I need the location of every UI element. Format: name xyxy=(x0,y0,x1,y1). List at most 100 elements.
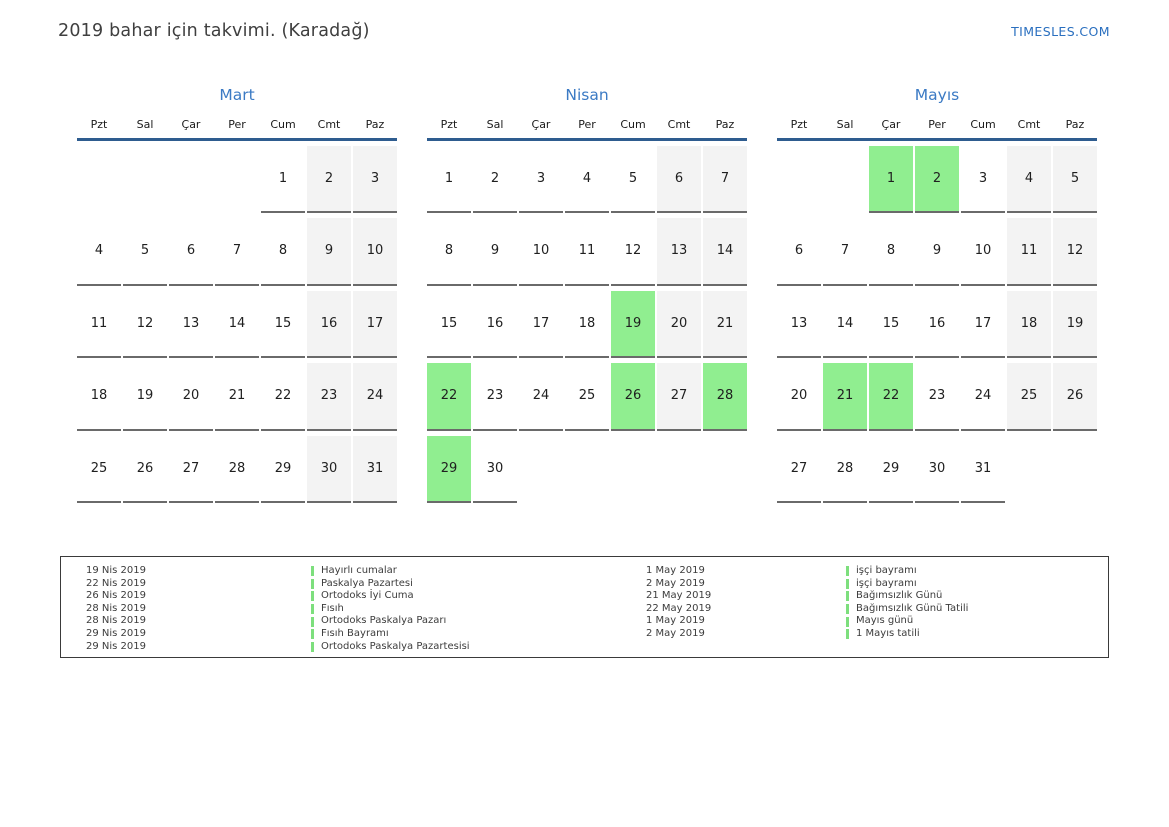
day-cell: 6 xyxy=(169,213,213,286)
day-cell: 30 xyxy=(473,431,517,503)
weekday-label: Çar xyxy=(881,118,901,131)
day-cell: 24 xyxy=(519,358,563,431)
weekday-label: Pzt xyxy=(790,118,808,131)
legend-holiday-name: Bağımsızlık Günü Tatili xyxy=(846,603,1108,616)
month-title: Mayıs xyxy=(914,86,960,104)
day-cell: 1 xyxy=(427,141,471,213)
day-cell: 23 xyxy=(915,358,959,431)
page-title: 2019 bahar için takvimi. (Karadağ) xyxy=(58,21,370,41)
legend-holiday-name: Fısıh Bayramı xyxy=(311,628,646,641)
day-cell: 2 xyxy=(307,141,351,213)
holiday-marker-bar xyxy=(846,566,849,577)
day-cell: 22 xyxy=(261,358,305,431)
legend-row: 26 Nis 2019 Ortodoks İyi Cuma 21 May 2019 B… xyxy=(86,590,1108,603)
weekday-label: Paz xyxy=(365,118,385,131)
day-cell-empty xyxy=(519,431,563,504)
day-cell-empty xyxy=(215,141,259,214)
holiday-marker-bar xyxy=(311,604,314,615)
legend-date: 2 May 2019 xyxy=(646,627,705,639)
weekday-label: Cum xyxy=(620,118,646,131)
site-link[interactable]: TIMESLES.COM xyxy=(1011,24,1110,39)
day-cell: 11 xyxy=(565,213,609,286)
weekday-label: Sal xyxy=(836,118,854,131)
day-cell: 22 xyxy=(869,358,913,431)
legend-holiday-label: Bağımsızlık Günü xyxy=(856,590,943,602)
day-cell: 23 xyxy=(473,358,517,431)
legend-holiday-name: 1 Mayıs tatili xyxy=(846,628,1108,641)
legend-date: 22 Nis 2019 xyxy=(86,577,146,589)
day-cell: 23 xyxy=(307,358,351,431)
day-cell: 12 xyxy=(611,213,655,286)
day-cell: 21 xyxy=(823,358,867,431)
day-cell: 28 xyxy=(823,431,867,503)
day-cell: 3 xyxy=(519,141,563,213)
legend-holiday-name: Paskalya Pazartesi xyxy=(311,578,646,591)
legend-holiday-label: Ortodoks Paskalya Pazartesisi xyxy=(321,640,470,652)
day-grid: 1 2 3 4 5 6 7 8 9 10 11 12 13 14 15 16 17 18 19 20 21 22 23 24 2… xyxy=(777,141,1097,504)
day-cell: 17 xyxy=(961,286,1005,358)
legend-holiday-name xyxy=(846,641,1108,654)
legend-holiday-label: Fısıh xyxy=(321,602,344,614)
day-cell: 14 xyxy=(823,286,867,358)
legend-holiday-name: Ortodoks Paskalya Pazartesisi xyxy=(311,641,646,654)
day-cell: 8 xyxy=(427,213,471,286)
day-cell: 14 xyxy=(703,213,747,286)
day-cell: 14 xyxy=(215,286,259,358)
weekday-label: Paz xyxy=(715,118,735,131)
calendar-divider xyxy=(777,138,1097,141)
weekday-label: Sal xyxy=(136,118,154,131)
day-cell: 15 xyxy=(427,286,471,358)
day-cell: 16 xyxy=(473,286,517,358)
weekday-label: Paz xyxy=(1065,118,1085,131)
weekday-label: Cmt xyxy=(667,118,691,131)
day-cell: 19 xyxy=(611,286,655,358)
day-cell: 1 xyxy=(261,141,305,213)
day-cell: 29 xyxy=(427,431,471,503)
weekday-label: Cmt xyxy=(1017,118,1041,131)
month-mays: Mayıs Pzt Sal Çar Per Cum Cmt Paz 1 2 3 4 5 6 7 8 9 10 11 1… xyxy=(777,84,1097,503)
day-cell: 29 xyxy=(869,431,913,503)
legend-date: 29 Nis 2019 xyxy=(86,627,146,639)
day-cell: 21 xyxy=(215,358,259,431)
day-cell: 20 xyxy=(169,358,213,431)
day-cell: 18 xyxy=(565,286,609,358)
legend-date: 1 May 2019 xyxy=(646,565,705,576)
day-cell: 9 xyxy=(915,213,959,286)
holiday-marker-bar xyxy=(311,641,314,652)
legend-holiday-name: Ortodoks Paskalya Pazarı xyxy=(311,615,646,628)
day-cell-empty xyxy=(657,431,701,504)
legend-row: 22 Nis 2019 Paskalya Pazartesi 2 May 2019 i… xyxy=(86,578,1108,591)
day-cell: 24 xyxy=(353,358,397,431)
legend-holiday-label: Ortodoks Paskalya Pazarı xyxy=(321,615,447,627)
holiday-marker-bar xyxy=(846,616,849,627)
legend-holiday-name: Ortodoks İyi Cuma xyxy=(311,590,646,603)
day-cell-empty xyxy=(1007,431,1051,504)
day-cell-empty xyxy=(611,431,655,504)
day-cell: 15 xyxy=(261,286,305,358)
day-cell: 10 xyxy=(519,213,563,286)
month-title: Nisan xyxy=(565,86,609,104)
legend-date: 29 Nis 2019 xyxy=(86,640,146,652)
holiday-marker-bar xyxy=(311,616,314,627)
day-cell: 3 xyxy=(353,141,397,213)
day-cell: 3 xyxy=(961,141,1005,213)
weekday-label: Cum xyxy=(970,118,996,131)
day-cell-empty xyxy=(823,141,867,214)
day-cell: 11 xyxy=(1007,213,1051,286)
legend-row: 19 Nis 2019 Hayırlı cumalar 1 May 2019 işçi… xyxy=(86,565,1108,578)
day-cell: 7 xyxy=(215,213,259,286)
day-cell: 16 xyxy=(307,286,351,358)
day-cell: 26 xyxy=(1053,358,1097,431)
day-cell: 18 xyxy=(1007,286,1051,358)
month-title: Mart xyxy=(219,86,255,104)
day-cell: 7 xyxy=(823,213,867,286)
day-cell-empty xyxy=(777,141,821,214)
day-cell: 27 xyxy=(777,431,821,503)
legend-date: 1 May 2019 xyxy=(646,615,705,627)
day-cell: 18 xyxy=(77,358,121,431)
legend-date: 2 May 2019 xyxy=(646,577,705,589)
day-cell-empty xyxy=(1053,431,1097,504)
weekday-label: Cmt xyxy=(317,118,341,131)
day-cell: 2 xyxy=(473,141,517,213)
month-mart: Mart Pzt Sal Çar Per Cum Cmt Paz 1 2 3 4 5 6 7 8 9 10 11 12… xyxy=(77,84,397,503)
